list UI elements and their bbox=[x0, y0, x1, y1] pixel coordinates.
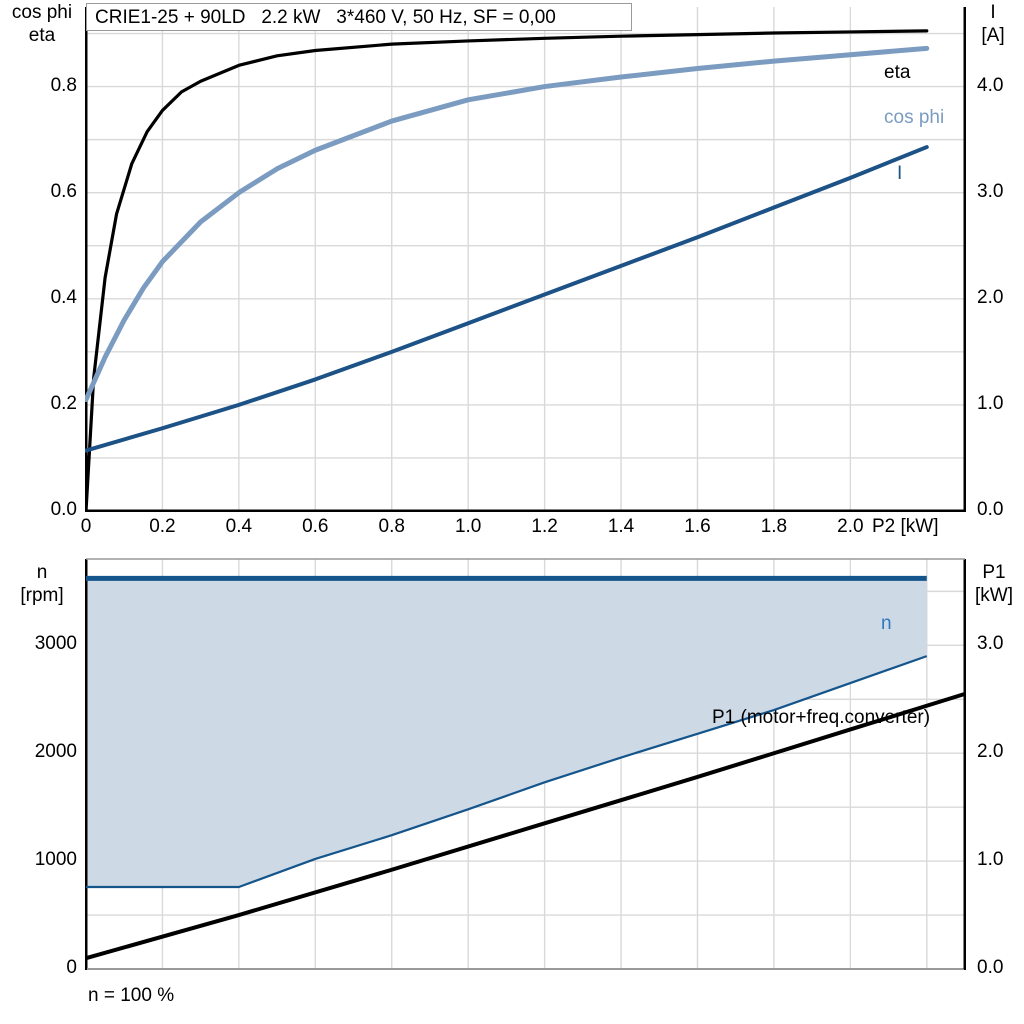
page-title: CRIE1-25 + 90LD 2.2 kW 3*460 V, 50 Hz, S… bbox=[95, 7, 556, 28]
top-left-tick-0: 0.0 bbox=[50, 499, 77, 520]
top-curve-label-current: I bbox=[897, 163, 903, 184]
top-x-tick-1.4: 1.4 bbox=[607, 516, 635, 537]
bottom-left-tick-0: 0 bbox=[66, 957, 77, 978]
top-left-tick-0.8: 0.8 bbox=[50, 74, 77, 96]
bottom-curve-label-p1: P1 (motor+freq.converter) bbox=[712, 707, 931, 728]
top-right-tick-3: 3.0 bbox=[977, 180, 1004, 202]
top-right-tick-0: 0.0 bbox=[977, 499, 1004, 520]
top-right-axis-title-line1: I bbox=[990, 2, 996, 23]
top-x-tick-0.8: 0.8 bbox=[378, 516, 405, 537]
bottom-left-axis-title-line2: [rpm] bbox=[20, 585, 64, 606]
top-x-tick-0.4: 0.4 bbox=[225, 516, 253, 537]
bottom-left-axis-title-line1: n bbox=[36, 562, 48, 583]
bottom-right-axis-title-line1: P1 bbox=[982, 562, 1006, 583]
bottom-right-axis-title-line2: [kW] bbox=[975, 585, 1013, 606]
top-x-tick-1: 1.0 bbox=[454, 516, 482, 537]
top-x-tick-0.2: 0.2 bbox=[149, 516, 176, 537]
top-curve-label-cos-phi: cos phi bbox=[884, 107, 945, 128]
bottom-right-tick-3: 3.0 bbox=[977, 633, 1004, 655]
top-x-tick-0: 0 bbox=[80, 516, 92, 537]
top-x-tick-0.6: 0.6 bbox=[302, 516, 329, 537]
bottom-right-tick-1: 1.0 bbox=[977, 849, 1004, 871]
bottom-chart-plot-area bbox=[85, 558, 966, 970]
bottom-right-tick-2: 2.0 bbox=[977, 741, 1004, 763]
speed-percent-note: n = 100 % bbox=[88, 985, 175, 1006]
top-right-axis-title-line2: [A] bbox=[981, 25, 1005, 46]
bottom-left-tick-1000: 1000 bbox=[34, 849, 77, 871]
bottom-curve-label-speed: n bbox=[881, 613, 892, 634]
top-right-tick-2: 2.0 bbox=[977, 286, 1004, 308]
top-left-tick-0.6: 0.6 bbox=[50, 180, 77, 202]
top-right-tick-1: 1.0 bbox=[977, 392, 1004, 414]
top-right-tick-4: 4.0 bbox=[977, 74, 1004, 96]
top-left-tick-0.2: 0.2 bbox=[50, 392, 77, 414]
top-curve-label-eta: eta bbox=[884, 62, 911, 83]
bottom-left-tick-3000: 3000 bbox=[34, 633, 77, 655]
bottom-chart-svg bbox=[85, 558, 966, 970]
top-x-tick-1.8: 1.8 bbox=[760, 516, 788, 537]
top-chart-plot-area bbox=[85, 6, 966, 512]
top-chart-svg bbox=[85, 7, 966, 512]
top-left-axis-title-line2: eta bbox=[28, 25, 56, 46]
top-x-tick-2: 2.0 bbox=[837, 516, 864, 537]
top-left-axis-title-line1: cos phi bbox=[11, 2, 73, 23]
top-x-tick-1.2: 1.2 bbox=[531, 516, 558, 537]
top-x-tick-1.6: 1.6 bbox=[684, 516, 711, 537]
bottom-right-tick-0: 0.0 bbox=[977, 957, 1004, 978]
top-left-tick-0.4: 0.4 bbox=[50, 286, 77, 308]
bottom-left-tick-2000: 2000 bbox=[34, 741, 77, 763]
chart-title-box: CRIE1-25 + 90LD 2.2 kW 3*460 V, 50 Hz, S… bbox=[86, 3, 632, 31]
top-x-axis-title: P2 [kW] bbox=[872, 516, 939, 537]
